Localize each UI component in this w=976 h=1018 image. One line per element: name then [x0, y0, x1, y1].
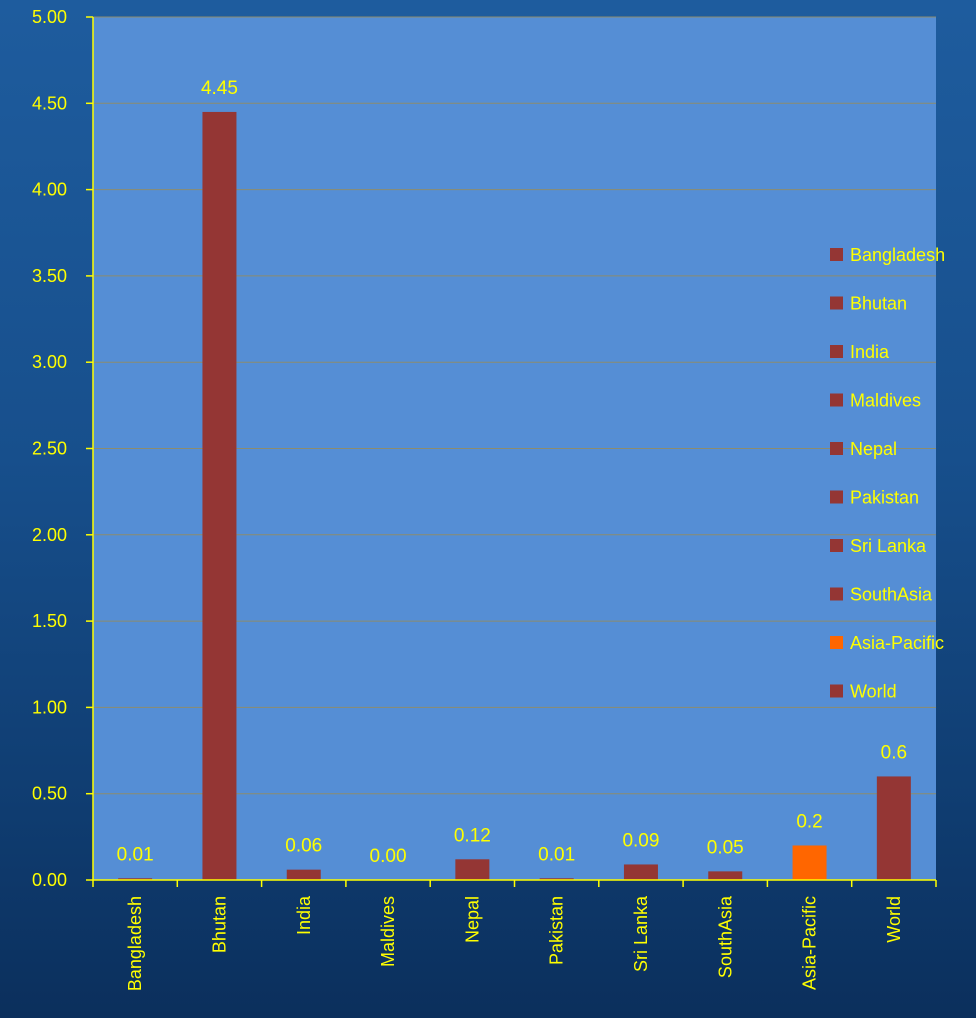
bars — [118, 111, 911, 881]
legend-swatch — [830, 393, 843, 407]
y-tick-label: 3.00 — [32, 352, 67, 372]
legend-label: Sri Lanka — [850, 536, 927, 556]
bar-southasia — [708, 871, 743, 880]
x-category-label: Bangladesh — [125, 896, 145, 991]
bar-india — [286, 869, 321, 880]
y-tick-label: 0.00 — [32, 870, 67, 890]
legend-swatch — [830, 539, 843, 552]
y-tick-label: 4.50 — [32, 93, 67, 113]
legend-swatch — [830, 587, 843, 601]
data-label: 0.06 — [285, 836, 322, 857]
legend: Bangladesh Bhutan India Maldives Nepal Pakist… — [830, 245, 945, 702]
bar-bhutan — [202, 111, 237, 881]
x-category-label: Nepal — [462, 896, 482, 943]
x-axis-category-labels: Bangladesh Bhutan India Maldives Nepal Pakist… — [125, 895, 904, 991]
data-label: 0.01 — [117, 844, 154, 865]
data-label: 0.6 — [881, 742, 907, 763]
legend-label: India — [850, 342, 890, 362]
x-category-label: World — [884, 896, 904, 943]
bar-world — [876, 776, 911, 880]
x-category-label: Bhutan — [209, 896, 229, 953]
legend-swatch — [830, 345, 843, 358]
data-label: 0.2 — [796, 811, 822, 832]
data-label: 0.01 — [538, 844, 575, 865]
y-tick-label: 4.00 — [32, 180, 67, 200]
bar-sri-lanka — [623, 864, 658, 880]
legend-label: Bhutan — [850, 294, 907, 314]
legend-label: Pakistan — [850, 488, 919, 508]
legend-label: World — [850, 682, 897, 702]
axes — [86, 16, 937, 887]
bar-bangladesh — [118, 878, 153, 880]
legend-label: SouthAsia — [850, 585, 933, 605]
legend-swatch — [830, 248, 843, 261]
data-labels: 0.01 4.45 0.06 0.00 0.12 0.01 0.09 0.05 0.2 0.6 — [117, 78, 907, 867]
y-tick-label: 1.50 — [32, 611, 67, 631]
y-tick-label: 2.50 — [32, 439, 67, 459]
y-tick-label: 5.00 — [32, 7, 67, 27]
legend-label: Maldives — [850, 391, 921, 411]
legend-label: Asia-Pacific — [850, 633, 944, 653]
y-tick-label: 2.00 — [32, 525, 67, 545]
data-label: 0.05 — [707, 837, 744, 858]
y-tick-label: 3.50 — [32, 266, 67, 286]
x-category-label: Sri Lanka — [631, 895, 651, 972]
y-tick-label: 1.00 — [32, 697, 67, 717]
legend-swatch — [830, 490, 843, 504]
legend-swatch — [830, 442, 843, 455]
data-label: 0.09 — [622, 830, 659, 851]
legend-label: Nepal — [850, 439, 897, 459]
x-category-label: Pakistan — [547, 896, 567, 965]
bar-pakistan — [539, 878, 574, 880]
data-label: 0.12 — [454, 825, 491, 846]
legend-swatch — [830, 684, 843, 698]
data-label: 0.00 — [370, 846, 407, 867]
x-category-label: SouthAsia — [715, 895, 735, 978]
x-category-label: India — [294, 895, 314, 935]
data-label: 4.45 — [201, 78, 238, 99]
y-axis-tick-labels: 0.00 0.50 1.00 1.50 2.00 2.50 3.00 3.50 4.00 4.50… — [32, 7, 67, 890]
bar-nepal — [455, 859, 490, 880]
legend-swatch — [830, 636, 843, 649]
legend-label: Bangladesh — [850, 245, 945, 265]
bar-asia-pacific — [792, 845, 827, 880]
x-category-label: Asia-Pacific — [800, 896, 820, 990]
x-category-label: Maldives — [378, 896, 398, 967]
legend-swatch — [830, 296, 843, 310]
y-tick-label: 0.50 — [32, 784, 67, 804]
